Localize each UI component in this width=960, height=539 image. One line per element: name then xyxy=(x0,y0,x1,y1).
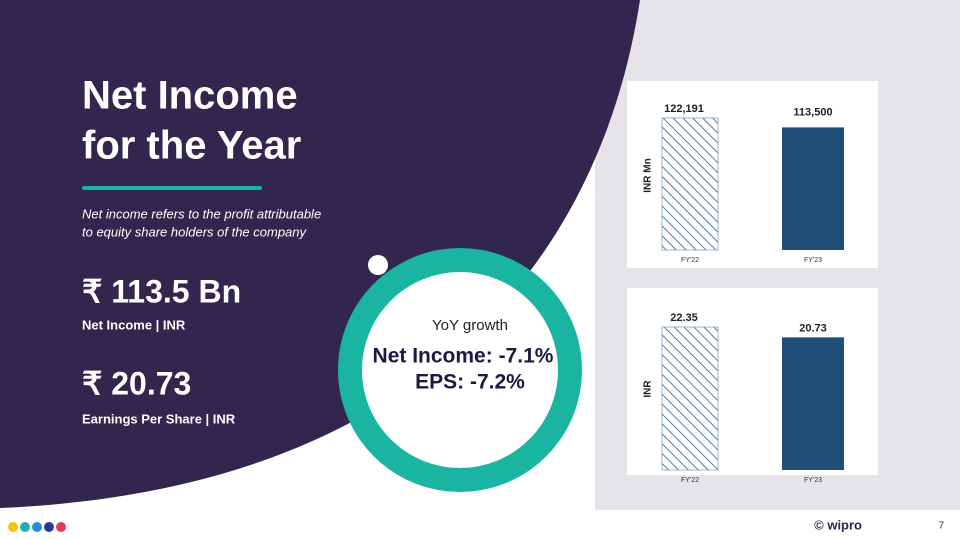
bar xyxy=(782,127,844,250)
ring-dot xyxy=(368,255,388,275)
category-label: FY'23 xyxy=(804,257,822,264)
value-label: 113,500 xyxy=(793,106,832,118)
value-label: 22.35 xyxy=(670,312,698,324)
bar xyxy=(661,326,719,471)
growth-line: Net Income: -7.1% xyxy=(373,345,554,368)
description: to equity share holders of the company xyxy=(82,224,308,239)
purple-shape xyxy=(0,0,640,508)
y-axis-label: INR Mn xyxy=(643,158,654,192)
growth-line: EPS: -7.2% xyxy=(415,371,525,394)
footer-dot xyxy=(32,522,42,532)
bar xyxy=(661,117,719,251)
title-underline xyxy=(82,186,262,190)
title-line: Net Income xyxy=(82,74,298,118)
growth-ring xyxy=(338,248,582,492)
y-axis-label: INR xyxy=(643,380,654,398)
footer-dot xyxy=(8,522,18,532)
metric-label: Net Income | INR xyxy=(82,317,186,332)
value-label: 122,191 xyxy=(664,103,704,115)
description: Net income refers to the profit attribut… xyxy=(82,206,321,221)
page-number: 7 xyxy=(938,521,944,532)
category-label: FY'22 xyxy=(681,477,699,484)
category-label: FY'22 xyxy=(681,257,699,264)
footer-dot xyxy=(44,522,54,532)
footer-brand: © wipro xyxy=(814,517,862,532)
category-label: FY'23 xyxy=(804,477,822,484)
growth-heading: YoY growth xyxy=(432,317,508,334)
footer-dot xyxy=(56,522,66,532)
title-line: for the Year xyxy=(82,124,301,168)
footer-dot xyxy=(20,522,30,532)
metric-value: ₹ 20.73 xyxy=(82,365,191,401)
metric-label: Earnings Per Share | INR xyxy=(82,411,236,426)
value-label: 20.73 xyxy=(799,322,827,334)
bar xyxy=(782,337,844,470)
metric-value: ₹ 113.5 Bn xyxy=(82,273,241,309)
